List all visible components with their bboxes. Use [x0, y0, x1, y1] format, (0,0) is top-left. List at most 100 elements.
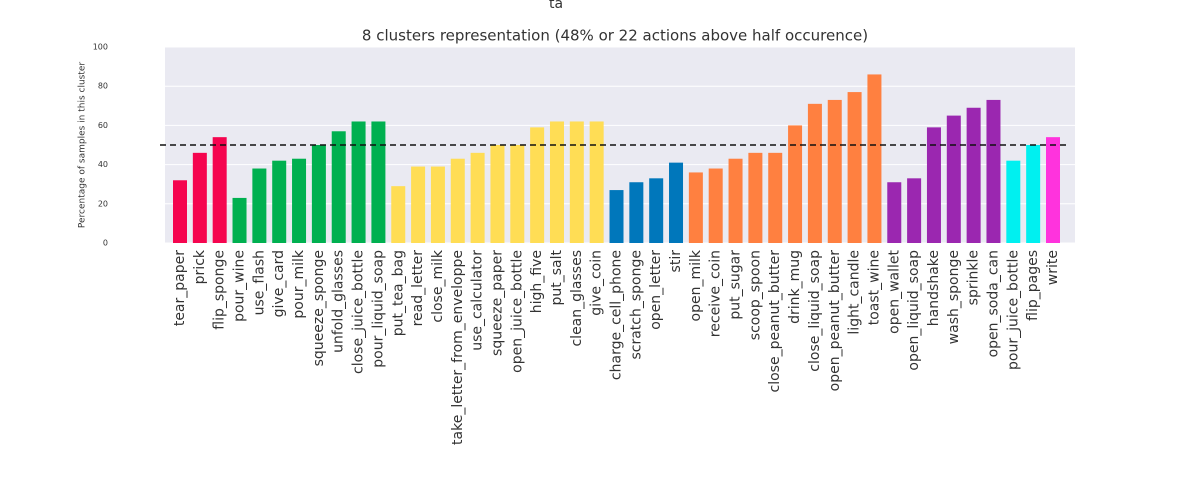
chart-title: 8 clusters representation (48% or 22 act… — [362, 27, 868, 45]
x-tick-label: wash_sponge — [946, 250, 962, 344]
x-tick-label: read_letter — [410, 250, 426, 327]
x-tick-label: prick — [192, 249, 208, 284]
bar — [1006, 160, 1021, 243]
x-tick-label: put_sugar — [728, 250, 744, 320]
bar — [946, 115, 961, 243]
bar — [232, 197, 247, 243]
bar — [530, 127, 545, 243]
x-tick-label: open_peanut_butter — [827, 250, 843, 392]
x-tick-label: close_milk — [430, 249, 446, 322]
x-tick-label: take_letter_from_enveloppe — [450, 250, 466, 445]
x-tick-label: tear_paper — [172, 250, 188, 326]
bar — [292, 158, 307, 243]
bar — [847, 92, 862, 243]
y-axis-label: Percentage of samples in this cluster — [78, 62, 88, 229]
bar — [986, 99, 1001, 243]
x-tick-label: flip_pages — [1025, 250, 1041, 321]
bar — [549, 121, 564, 243]
bar — [1026, 145, 1041, 243]
bar — [173, 180, 187, 243]
x-tick-label: pour_milk — [291, 249, 307, 318]
x-tick-label: receive_coin — [708, 250, 724, 337]
bar — [252, 168, 267, 243]
x-tick-label: give_card — [271, 250, 287, 317]
y-tick-label: 80 — [98, 82, 108, 91]
bar — [311, 145, 326, 243]
bar — [688, 172, 703, 243]
x-tick-label: open_juice_bottle — [509, 250, 525, 373]
bar — [669, 162, 684, 243]
x-tick-label: toast_wine — [866, 250, 882, 325]
x-tick-label: put_tea_bag — [390, 250, 406, 336]
bar — [887, 182, 902, 243]
x-tick-label: close_peanut_butter — [767, 250, 783, 393]
bar — [192, 152, 207, 243]
bar — [272, 160, 287, 243]
bar — [827, 99, 842, 243]
bar — [649, 178, 664, 243]
x-tick-label: use_calculator — [470, 250, 486, 351]
x-tick-label: pour_juice_bottle — [1005, 250, 1021, 370]
x-tick-label: open_letter — [648, 250, 664, 330]
bar — [391, 186, 406, 243]
bar — [351, 121, 366, 243]
bar — [569, 121, 584, 243]
x-tick-label: unfold_glasses — [331, 250, 347, 353]
x-tick-label: scoop_spoon — [747, 250, 763, 340]
x-tick-label: use_flash — [251, 250, 267, 315]
x-tick-label: handshake — [926, 250, 942, 326]
y-tick-label: 100 — [93, 43, 108, 52]
y-tick-label: 40 — [98, 160, 108, 169]
x-tick-label: pour_wine — [232, 250, 248, 322]
x-tick-label: light_candle — [847, 250, 863, 335]
bar — [1046, 137, 1060, 243]
x-tick-label: high_five — [529, 250, 545, 313]
bar — [331, 131, 346, 243]
bar — [748, 152, 763, 243]
bar — [589, 121, 604, 243]
x-tick-label: charge_cell_phone — [609, 250, 625, 380]
y-tick-label: 60 — [98, 121, 108, 130]
x-tick-label: squeeze_sponge — [311, 250, 327, 366]
x-tick-label: scratch_sponge — [628, 250, 644, 360]
x-tick-label: write — [1045, 250, 1061, 285]
bar — [450, 158, 465, 243]
x-tick-label: flip_sponge — [212, 250, 228, 330]
bar — [708, 168, 723, 243]
x-tick-label: open_wallet — [886, 249, 902, 333]
x-tick-label: close_juice_bottle — [351, 250, 367, 374]
y-tick-label: 0 — [103, 239, 108, 248]
bar — [430, 166, 445, 243]
bar — [926, 127, 941, 243]
x-tick-label: open_milk — [688, 249, 704, 321]
bar — [788, 125, 803, 243]
bar — [629, 182, 644, 243]
x-tick-label: sprinkle — [966, 250, 982, 305]
x-tick-label: close_liquid_soap — [807, 250, 823, 372]
x-tick-label: stir — [668, 250, 684, 273]
x-tick-label: open_soda_can — [985, 250, 1001, 357]
x-tick-label: give_coin — [589, 250, 605, 316]
x-tick-label: pour_liquid_soap — [370, 250, 386, 368]
bar — [907, 178, 922, 243]
cropped-title: ta — [549, 0, 563, 12]
bar — [510, 145, 525, 243]
x-tick-label: drink_mug — [787, 250, 803, 324]
bar — [609, 190, 624, 243]
y-tick-label: 20 — [98, 199, 108, 208]
bar — [490, 145, 505, 243]
x-tick-label: put_salt — [549, 250, 565, 306]
bar — [470, 152, 485, 243]
bar — [807, 103, 822, 243]
bar — [411, 166, 426, 243]
x-tick-label: clean_glasses — [569, 250, 585, 347]
bar — [728, 158, 743, 243]
bar — [867, 74, 882, 243]
bar — [212, 137, 227, 243]
bar — [768, 152, 783, 243]
x-tick-label: squeeze_paper — [489, 250, 505, 356]
x-tick-label: open_liquid_soap — [906, 250, 922, 371]
bar — [966, 107, 981, 243]
bar — [371, 121, 386, 243]
